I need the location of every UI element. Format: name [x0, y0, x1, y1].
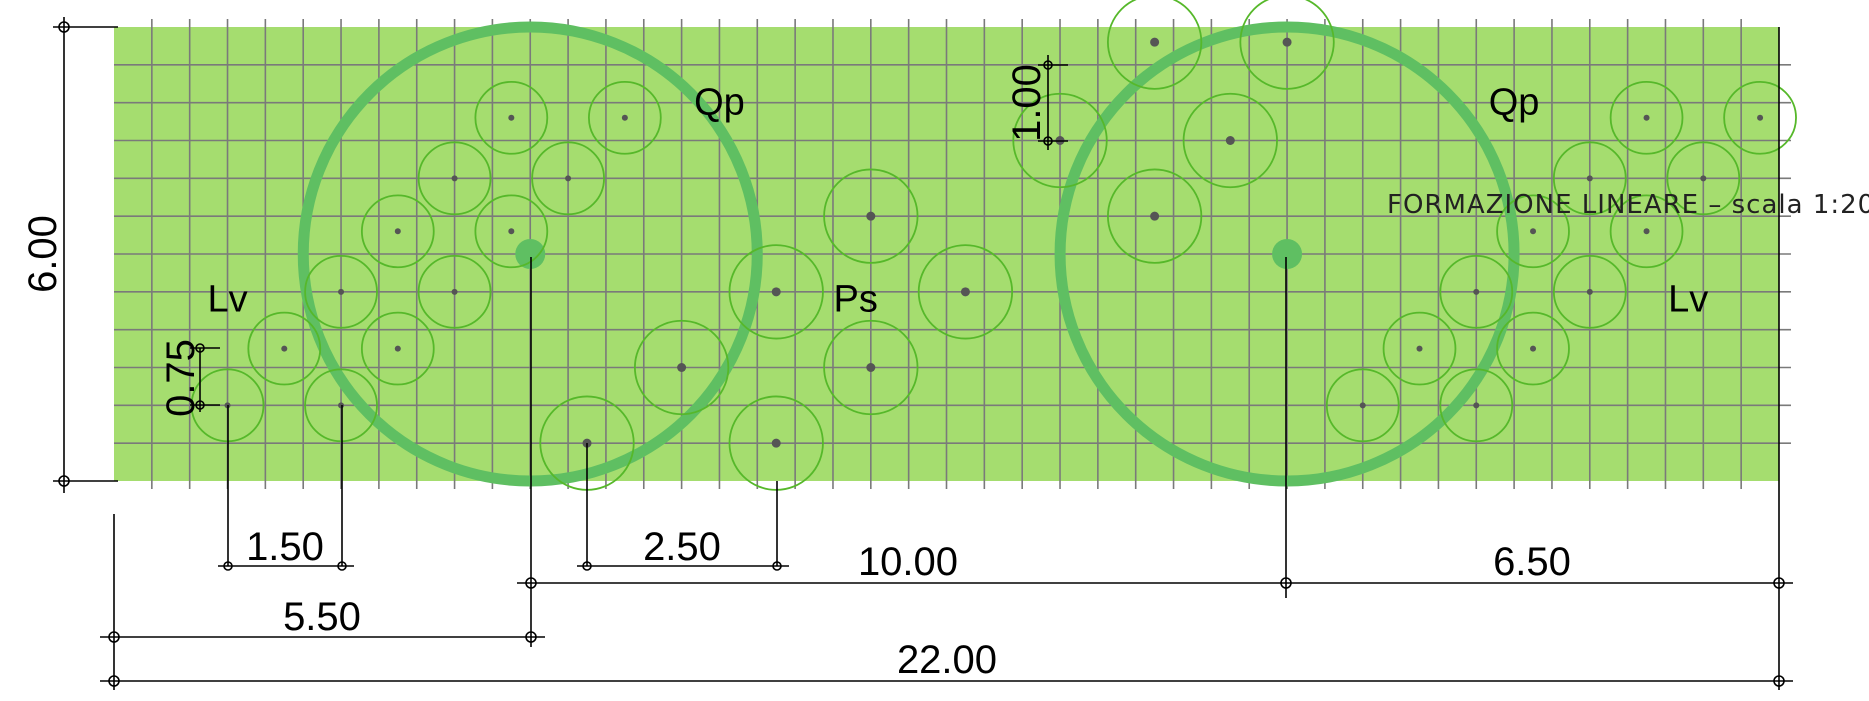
- lv-plant-dot: [1757, 114, 1764, 121]
- ps-plant-dot: [771, 287, 781, 297]
- lv-plant-dot: [394, 228, 401, 235]
- dimension-height-6: 6.00: [21, 215, 65, 293]
- lv-plant-dot: [451, 288, 458, 295]
- ps-crown-circle: [633, 319, 730, 416]
- lv-crown-circle: [1325, 368, 1400, 443]
- lv-plant-dot: [338, 402, 345, 409]
- ps-plant-dot: [1150, 211, 1160, 221]
- ps-plant-dot: [771, 438, 781, 448]
- ps-crown-circle: [917, 244, 1014, 340]
- ps-plant-dot: [1282, 37, 1292, 47]
- lv-crown-circle: [1609, 80, 1684, 155]
- ps-crown-circle: [823, 319, 919, 416]
- ps-plant-dot: [1150, 37, 1160, 47]
- species-label-qp: Qp: [694, 82, 745, 124]
- lv-plant-dot: [1586, 288, 1593, 295]
- lv-plant-dot: [508, 228, 515, 235]
- lv-plant-dot: [565, 175, 572, 182]
- species-label-ps: Ps: [834, 278, 878, 320]
- lv-crown-circle: [1382, 311, 1457, 386]
- lv-plant-dot: [508, 114, 515, 121]
- lv-crown-circle: [1496, 311, 1570, 386]
- dimension-lv-spacing: 1.50: [246, 525, 324, 569]
- lv-plant-dot: [1359, 402, 1366, 409]
- ps-plant-dot: [866, 363, 876, 372]
- lv-crown-circle: [360, 311, 435, 386]
- lv-crown-circle: [1552, 254, 1627, 329]
- lv-crown-circle: [474, 194, 549, 269]
- lv-plant-dot: [1530, 228, 1537, 235]
- dimension-qp-end: 6.50: [1493, 540, 1571, 584]
- lv-plant-dot: [1416, 345, 1423, 352]
- lv-crown-circle: [531, 141, 605, 216]
- ps-plant-dot: [866, 211, 876, 221]
- lv-crown-circle: [1439, 254, 1514, 329]
- lv-plant-dot: [1530, 345, 1537, 352]
- lv-crown-circle: [417, 141, 492, 216]
- ps-plant-dot: [1225, 136, 1235, 145]
- lv-crown-circle: [1439, 368, 1514, 443]
- lv-crown-circle: [1552, 141, 1627, 216]
- species-label-lv: Lv: [207, 278, 247, 320]
- ps-plant-dot: [677, 363, 687, 372]
- dimension-lv-offset: 0.75: [159, 339, 203, 417]
- lv-crown-circle: [474, 80, 549, 155]
- ps-crown-circle: [1239, 0, 1335, 90]
- lv-plant-dot: [1643, 228, 1650, 235]
- dimension-total-length: 22.00: [897, 638, 997, 682]
- qp-trunk-dot: [1272, 239, 1303, 269]
- ps-plant-dot: [960, 287, 970, 297]
- lv-plant-dot: [1643, 114, 1650, 121]
- dimension-lines: [53, 17, 1793, 690]
- shrub-crowns: [190, 0, 1797, 491]
- lv-plant-dot: [1586, 175, 1593, 182]
- dimension-qp-spacing: 10.00: [858, 540, 958, 584]
- species-label-qp: Qp: [1489, 82, 1540, 124]
- species-label-lv: Lv: [1668, 278, 1708, 320]
- species-labels: Qp Qp Lv Lv Ps: [207, 82, 1708, 321]
- ps-crown-circle: [1012, 92, 1108, 189]
- lv-crown-circle: [1496, 194, 1570, 269]
- lv-crown-circle: [304, 368, 378, 443]
- ps-crown-circle: [823, 168, 919, 264]
- lv-plant-dot: [394, 345, 401, 352]
- lv-crown-circle: [588, 80, 662, 155]
- lv-plant-dot: [338, 288, 345, 295]
- lv-crown-circle: [304, 254, 378, 329]
- ps-crown-circle: [728, 244, 824, 340]
- ps-crown-circle: [1182, 92, 1278, 189]
- lv-crown-circle: [247, 311, 322, 386]
- ps-crown-circle: [1107, 168, 1203, 264]
- lv-plant-dot: [1700, 175, 1707, 182]
- lv-plant-dot: [281, 345, 288, 352]
- lv-plant-dot: [1473, 402, 1480, 409]
- drawing-title: FORMAZIONE LINEARE – scala 1:200: [1387, 190, 1869, 220]
- dimension-ps-offset: 1.00: [1005, 64, 1049, 142]
- qp-crown-circle: [1054, 21, 1520, 487]
- dimension-qp-start: 5.50: [283, 595, 361, 639]
- lv-plant-dot: [621, 114, 628, 121]
- lv-crown-circle: [360, 194, 435, 269]
- lv-plant-dot: [451, 175, 458, 182]
- lv-plant-dot: [1473, 288, 1480, 295]
- lv-crown-circle: [1666, 141, 1741, 216]
- ps-crown-circle: [1107, 0, 1203, 90]
- lv-crown-circle: [1609, 194, 1684, 269]
- qp-trunk-dot: [515, 239, 546, 269]
- lv-crown-circle: [1723, 80, 1797, 155]
- dimension-ps-spacing: 2.50: [643, 525, 721, 569]
- lv-crown-circle: [417, 254, 492, 329]
